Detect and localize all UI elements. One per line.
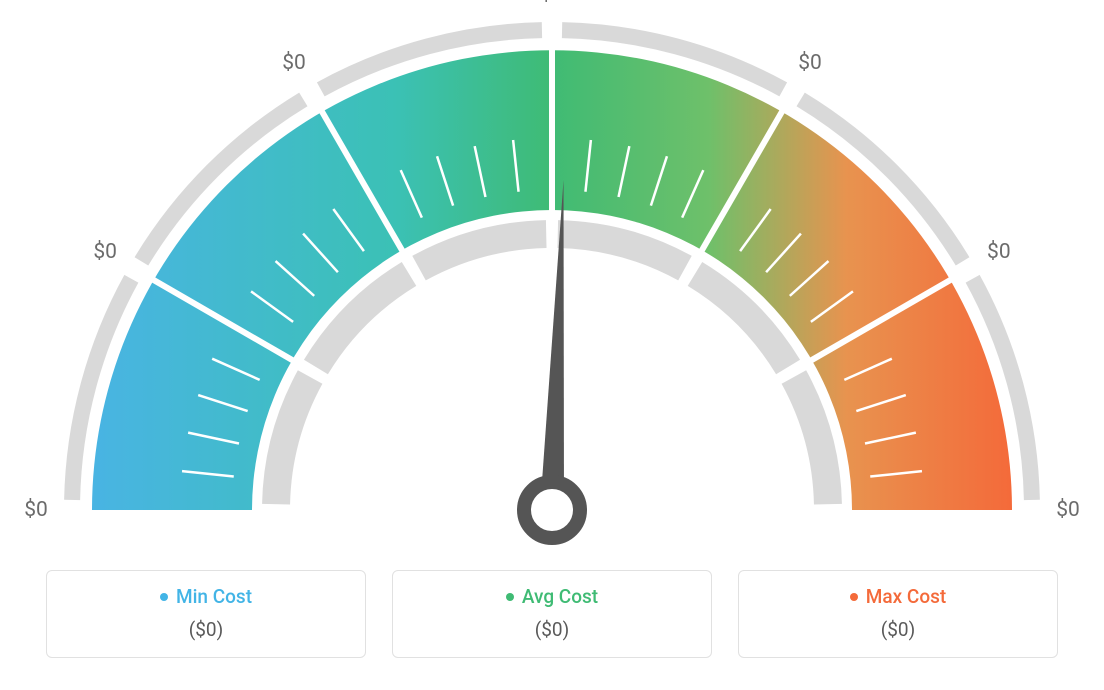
gauge-svg xyxy=(0,0,1104,560)
legend-title-min: Min Cost xyxy=(160,585,252,608)
legend-card-max: Max Cost ($0) xyxy=(738,570,1058,658)
gauge-container: $0 $0 $0 $0 $0 $0 $0 xyxy=(0,0,1104,560)
gauge-tick-label: $0 xyxy=(282,51,306,75)
legend-label-avg: Avg Cost xyxy=(522,585,598,608)
legend-card-avg: Avg Cost ($0) xyxy=(392,570,712,658)
legend-dot-max xyxy=(850,593,858,601)
gauge-tick-label: $0 xyxy=(798,51,822,75)
legend-value-avg: ($0) xyxy=(393,618,711,641)
legend-dot-min xyxy=(160,593,168,601)
gauge-tick-label: $0 xyxy=(93,240,117,264)
legend-title-avg: Avg Cost xyxy=(506,585,598,608)
gauge-tick-label: $0 xyxy=(1056,498,1080,522)
legend-label-min: Min Cost xyxy=(176,585,252,608)
gauge-tick-label: $0 xyxy=(540,0,564,6)
legend-dot-avg xyxy=(506,593,514,601)
legend-card-min: Min Cost ($0) xyxy=(46,570,366,658)
gauge-tick-label: $0 xyxy=(24,498,48,522)
legend-title-max: Max Cost xyxy=(850,585,946,608)
gauge-tick-label: $0 xyxy=(987,240,1011,264)
legend-value-min: ($0) xyxy=(47,618,365,641)
legend-row: Min Cost ($0) Avg Cost ($0) Max Cost ($0… xyxy=(0,570,1104,658)
legend-value-max: ($0) xyxy=(739,618,1057,641)
legend-label-max: Max Cost xyxy=(866,585,946,608)
